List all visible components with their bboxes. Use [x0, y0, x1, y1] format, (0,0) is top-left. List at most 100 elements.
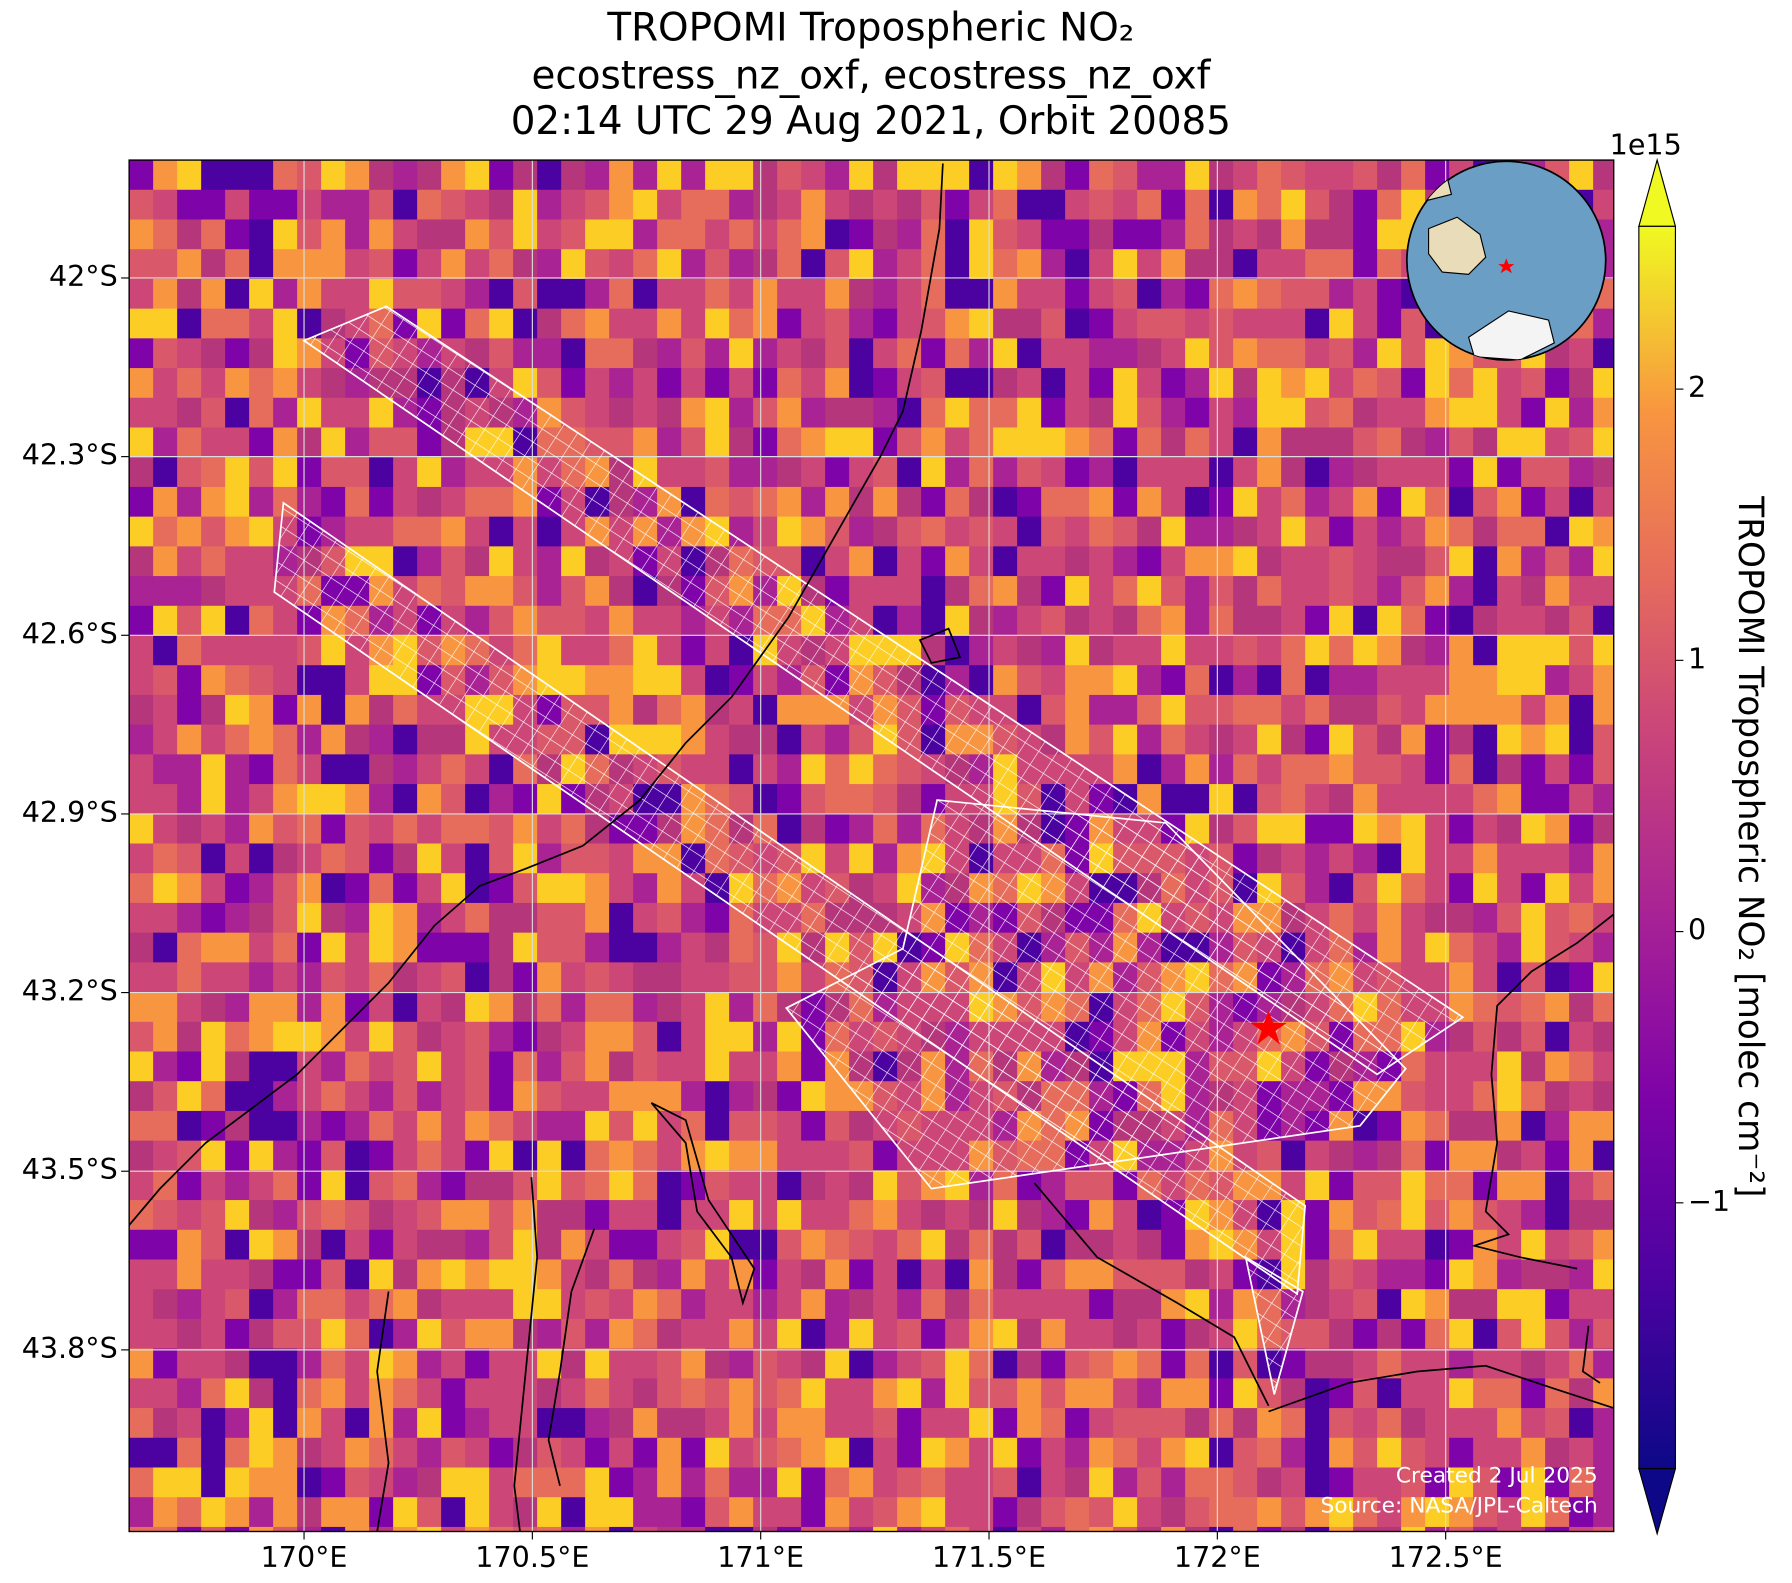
field-pixel — [921, 308, 946, 339]
field-pixel — [177, 932, 202, 963]
field-pixel — [1545, 932, 1570, 963]
field-pixel — [1113, 1378, 1138, 1409]
field-pixel — [1353, 546, 1378, 577]
field-pixel — [609, 962, 634, 993]
field-pixel — [1017, 1467, 1042, 1498]
field-pixel — [1161, 278, 1186, 310]
field-pixel — [513, 873, 538, 904]
field-pixel — [1209, 576, 1234, 607]
field-pixel — [1305, 1229, 1330, 1261]
field-pixel — [249, 932, 274, 963]
field-pixel — [825, 724, 850, 755]
field-pixel — [705, 1229, 730, 1261]
field-pixel — [489, 1408, 514, 1439]
field-pixel — [585, 308, 610, 339]
field-pixel — [777, 249, 802, 280]
footer: Source: NASA/JPL-Caltech — [1320, 1493, 1597, 1518]
field-pixel — [945, 1467, 970, 1498]
field-pixel — [969, 605, 994, 637]
field-pixel — [1377, 546, 1402, 577]
field-pixel — [633, 1110, 658, 1142]
field-pixel — [1353, 249, 1378, 280]
field-pixel — [1017, 1348, 1042, 1379]
field-pixel — [561, 576, 586, 607]
field-pixel — [1497, 932, 1522, 963]
field-pixel — [753, 1467, 778, 1498]
field-pixel — [513, 635, 538, 666]
field-pixel — [441, 813, 466, 845]
field-pixel — [1065, 694, 1090, 726]
field-pixel — [249, 665, 274, 696]
field-pixel — [1353, 516, 1378, 547]
field-pixel — [489, 813, 514, 845]
field-pixel — [729, 1526, 754, 1532]
field-pixel — [249, 546, 274, 577]
field-pixel — [1305, 1526, 1330, 1532]
field-pixel — [657, 338, 682, 369]
field-pixel — [729, 1200, 754, 1231]
field-pixel — [657, 1229, 682, 1261]
field-pixel — [1305, 665, 1330, 696]
field-pixel — [801, 784, 826, 815]
field-pixel — [777, 278, 802, 310]
field-pixel — [1041, 308, 1066, 339]
field-pixel — [585, 932, 610, 963]
field-pixel — [633, 397, 658, 429]
field-pixel — [1593, 813, 1614, 845]
field-pixel — [297, 1526, 322, 1532]
field-pixel — [393, 962, 418, 993]
field-pixel — [921, 1408, 946, 1439]
field-pixel — [777, 1348, 802, 1379]
field-pixel — [1329, 457, 1354, 488]
field-pixel — [153, 1289, 178, 1320]
field-pixel — [1545, 516, 1570, 547]
field-pixel — [921, 219, 946, 250]
field-pixel — [1113, 308, 1138, 339]
field-pixel — [1065, 1318, 1090, 1350]
field-pixel — [1017, 308, 1042, 339]
field-pixel — [1377, 1229, 1402, 1261]
field-pixel — [1353, 1408, 1378, 1439]
field-pixel — [441, 1318, 466, 1350]
field-pixel — [1353, 635, 1378, 666]
field-pixel — [1017, 516, 1042, 547]
field-pixel — [1521, 1140, 1546, 1171]
field-pixel — [153, 1408, 178, 1439]
field-pixel — [1569, 962, 1594, 993]
field-pixel — [705, 1467, 730, 1498]
field-pixel — [1569, 368, 1594, 399]
field-pixel — [537, 1021, 562, 1053]
field-pixel — [729, 368, 754, 399]
field-pixel — [945, 368, 970, 399]
field-pixel — [1281, 724, 1306, 755]
field-pixel — [1401, 1526, 1426, 1532]
field-pixel — [225, 427, 250, 458]
field-pixel — [129, 635, 154, 666]
field-pixel — [1233, 1348, 1258, 1379]
field-pixel — [825, 546, 850, 577]
field-pixel — [1569, 665, 1594, 696]
field-pixel — [1089, 1467, 1114, 1498]
field-pixel — [1065, 219, 1090, 250]
field-pixel — [297, 189, 322, 221]
field-pixel — [897, 1170, 922, 1201]
field-pixel — [273, 249, 298, 280]
field-pixel — [1209, 1289, 1234, 1320]
field-pixel — [1041, 219, 1066, 250]
field-pixel — [177, 962, 202, 993]
field-pixel — [609, 635, 634, 666]
field-pixel — [849, 457, 874, 488]
field-pixel — [417, 457, 442, 488]
field-pixel — [201, 873, 226, 904]
field-pixel — [921, 427, 946, 458]
field-pixel — [1449, 635, 1474, 666]
field-pixel — [729, 1408, 754, 1439]
field-pixel — [1113, 1259, 1138, 1290]
field-pixel — [1257, 338, 1282, 369]
field-pixel — [513, 278, 538, 310]
field-pixel — [369, 278, 394, 310]
field-pixel — [513, 813, 538, 845]
field-pixel — [177, 278, 202, 310]
field-pixel — [441, 160, 466, 191]
field-pixel — [1113, 278, 1138, 310]
